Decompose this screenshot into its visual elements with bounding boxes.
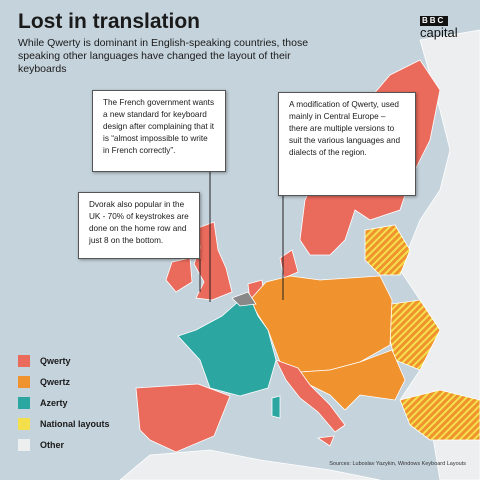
subtitle: While Qwerty is dominant in English-spea…: [18, 37, 309, 75]
legend-item: Qwertz: [18, 371, 110, 392]
annotation: A modification of Qwerty, used mainly in…: [278, 92, 416, 196]
legend-swatch: [18, 375, 30, 388]
logo-bottom: capital: [420, 25, 458, 40]
land-qwertz: [249, 275, 393, 373]
logo: BBC capital: [420, 16, 458, 40]
legend: Qwerty Qwertz Azerty National layouts Other: [18, 350, 110, 455]
legend-item: Azerty: [18, 392, 110, 413]
legend-item: Qwerty: [18, 350, 110, 371]
legend-swatch: [18, 438, 30, 451]
land-qwerty: [135, 383, 231, 453]
annotation: The French government wants a new standa…: [92, 90, 226, 172]
logo-top: BBC: [420, 16, 448, 26]
legend-item: National layouts: [18, 413, 110, 434]
annotation: Dvorak also popular in the UK - 70% of k…: [78, 192, 200, 259]
sources: Sources: Luboslav Yazykin, Windows Keybo…: [329, 461, 466, 467]
legend-label: Other: [40, 439, 65, 450]
legend-label: Qwertz: [40, 376, 71, 387]
land-azerty: [271, 395, 281, 419]
legend-swatch: [18, 396, 30, 409]
legend-swatch: [18, 417, 30, 430]
legend-label: Azerty: [40, 397, 68, 408]
land-national: [399, 389, 480, 441]
land-luxembourg: [231, 291, 257, 307]
land-qwerty: [316, 435, 335, 447]
legend-swatch: [18, 354, 30, 367]
legend-label: National layouts: [40, 418, 110, 429]
land-qwertz: [299, 349, 406, 411]
land-qwerty: [275, 359, 346, 433]
title: Lost in translation: [18, 10, 201, 33]
legend-item: Other: [18, 434, 110, 455]
land-qwerty: [165, 257, 193, 293]
legend-label: Qwerty: [40, 355, 71, 366]
land-other: [119, 449, 381, 480]
land-national: [364, 224, 411, 276]
